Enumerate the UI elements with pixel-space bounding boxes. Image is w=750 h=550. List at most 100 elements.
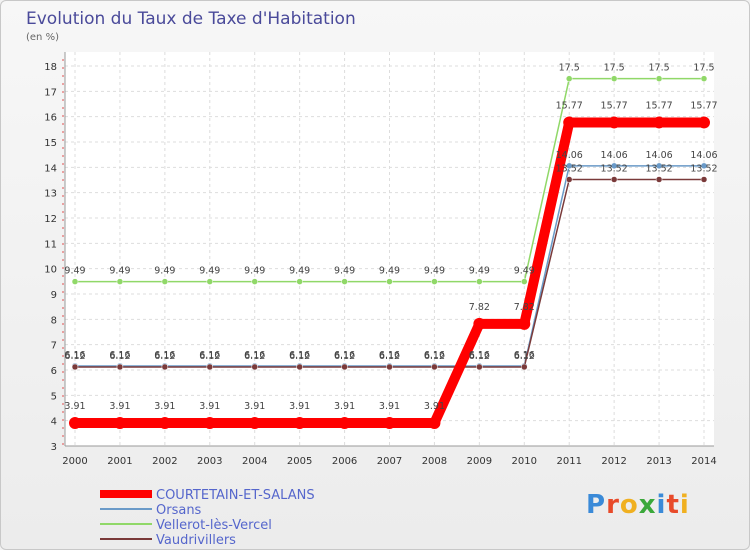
- data-point-Vellerot-lès-Vercel: [700, 75, 708, 82]
- data-label: 6.12: [154, 351, 175, 362]
- data-label: 3.91: [109, 401, 130, 412]
- x-tick-label: 2012: [601, 456, 626, 467]
- data-label: 7.82: [469, 302, 490, 313]
- data-point-COURTETAIN-ET-SALANS: [69, 416, 81, 429]
- data-point-Vellerot-lès-Vercel: [116, 278, 124, 285]
- data-label: 6.12: [514, 351, 535, 362]
- y-tick-label: 11: [44, 239, 57, 250]
- data-label: 14.06: [601, 150, 628, 161]
- data-point-COURTETAIN-ET-SALANS: [653, 116, 666, 129]
- data-point-Vellerot-lès-Vercel: [476, 278, 483, 285]
- y-tick-label: 8: [51, 315, 57, 326]
- data-label: 15.77: [556, 100, 583, 111]
- x-tick-label: 2004: [242, 456, 267, 467]
- data-point-Vellerot-lès-Vercel: [71, 278, 79, 285]
- data-point-Orsans: [700, 162, 708, 170]
- data-point-COURTETAIN-ET-SALANS: [203, 416, 216, 429]
- data-point-COURTETAIN-ET-SALANS: [113, 416, 126, 429]
- data-label: 3.91: [244, 401, 265, 412]
- data-point-COURTETAIN-ET-SALANS: [338, 416, 351, 429]
- data-point-Vellerot-lès-Vercel: [655, 75, 663, 82]
- data-point-Vellerot-lès-Vercel: [161, 278, 169, 285]
- data-point-Vaudrivillers: [341, 363, 348, 371]
- data-point-Orsans: [655, 162, 663, 170]
- data-label: 13.52: [556, 163, 583, 174]
- data-point-COURTETAIN-ET-SALANS: [563, 116, 576, 129]
- data-label: 6.12: [64, 351, 85, 362]
- data-label: 9.49: [514, 266, 535, 277]
- data-label: 17.5: [559, 63, 580, 74]
- data-point-COURTETAIN-ET-SALANS: [248, 416, 261, 429]
- data-label: 9.49: [64, 266, 85, 277]
- y-tick-label: 3: [51, 442, 57, 453]
- data-label: 3.91: [154, 401, 175, 412]
- x-tick-label: 2009: [467, 456, 492, 467]
- y-tick-label: 18: [44, 62, 57, 73]
- data-point-COURTETAIN-ET-SALANS: [608, 116, 621, 129]
- data-label: 6.12: [379, 351, 400, 362]
- logo-letter: x: [638, 490, 657, 520]
- logo-letter: i: [656, 490, 667, 520]
- chart-title: Evolution du Taux de Taxe d'Habitation: [26, 9, 356, 29]
- data-label: 9.49: [199, 266, 220, 277]
- x-tick-label: 2013: [646, 456, 671, 467]
- data-label: 6.16: [469, 350, 490, 361]
- data-label: 6.16: [289, 350, 310, 361]
- x-tick-label: 2010: [512, 456, 537, 467]
- data-label: 13.52: [601, 163, 628, 174]
- y-tick-label: 12: [44, 214, 57, 225]
- chart-subtitle: (en %): [26, 32, 59, 43]
- logo-letter: P: [586, 490, 607, 520]
- logo-letter: o: [619, 490, 639, 520]
- data-label: 9.49: [244, 266, 265, 277]
- legend-label: Vaudrivillers: [156, 533, 236, 548]
- data-point-Vellerot-lès-Vercel: [206, 278, 214, 285]
- data-label: 6.12: [199, 351, 220, 362]
- data-label: 13.52: [645, 163, 672, 174]
- data-point-Vellerot-lès-Vercel: [565, 75, 573, 82]
- data-point-Vaudrivillers: [700, 176, 708, 183]
- data-label: 6.16: [199, 350, 220, 361]
- series-group: [69, 75, 710, 429]
- data-point-Vellerot-lès-Vercel: [431, 278, 438, 285]
- data-point-Vaudrivillers: [386, 363, 393, 371]
- data-label: 15.77: [690, 100, 717, 111]
- data-label: 6.16: [379, 350, 400, 361]
- data-point-COURTETAIN-ET-SALANS: [158, 416, 171, 429]
- logo-letter: i: [679, 490, 690, 520]
- data-label: 3.91: [199, 401, 220, 412]
- y-tick-label: 5: [51, 391, 57, 402]
- data-labels: 3.91 3.91 3.91 3.91 3.91 3.91 3.91 3.91 3.91 7.82…: [64, 63, 717, 412]
- data-point-COURTETAIN-ET-SALANS: [518, 317, 531, 330]
- data-label: 6.12: [244, 351, 265, 362]
- data-label: 3.91: [424, 401, 445, 412]
- data-point-COURTETAIN-ET-SALANS: [698, 116, 710, 129]
- x-tick-label: 2003: [197, 456, 222, 467]
- data-label: 7.82: [514, 302, 535, 313]
- data-point-COURTETAIN-ET-SALANS: [428, 416, 441, 429]
- y-tick-label: 4: [51, 417, 57, 428]
- legend-label: Vellerot-lès-Vercel: [156, 518, 272, 533]
- data-label: 6.12: [334, 351, 355, 362]
- y-tick-label: 10: [44, 265, 57, 276]
- data-label: 9.49: [109, 266, 130, 277]
- x-tick-label: 2002: [152, 456, 177, 467]
- data-label: 6.16: [514, 350, 535, 361]
- data-point-COURTETAIN-ET-SALANS: [383, 416, 396, 429]
- y-tick-label: 14: [44, 163, 57, 174]
- y-tick-label: 15: [44, 138, 57, 149]
- legend-label: COURTETAIN-ET-SALANS: [156, 488, 315, 503]
- data-point-Vaudrivillers: [610, 176, 618, 183]
- data-label: 6.16: [424, 350, 445, 361]
- data-label: 14.06: [645, 150, 672, 161]
- data-point-Vaudrivillers: [476, 363, 483, 371]
- x-tick-label: 2007: [377, 456, 402, 467]
- y-tick-label: 16: [44, 113, 57, 124]
- data-point-Orsans: [610, 162, 618, 170]
- data-label: 9.49: [379, 266, 400, 277]
- data-label: 17.5: [648, 63, 669, 74]
- data-label: 6.16: [154, 350, 175, 361]
- data-label: 3.91: [334, 401, 355, 412]
- data-point-COURTETAIN-ET-SALANS: [473, 317, 486, 330]
- data-label: 6.16: [244, 350, 265, 361]
